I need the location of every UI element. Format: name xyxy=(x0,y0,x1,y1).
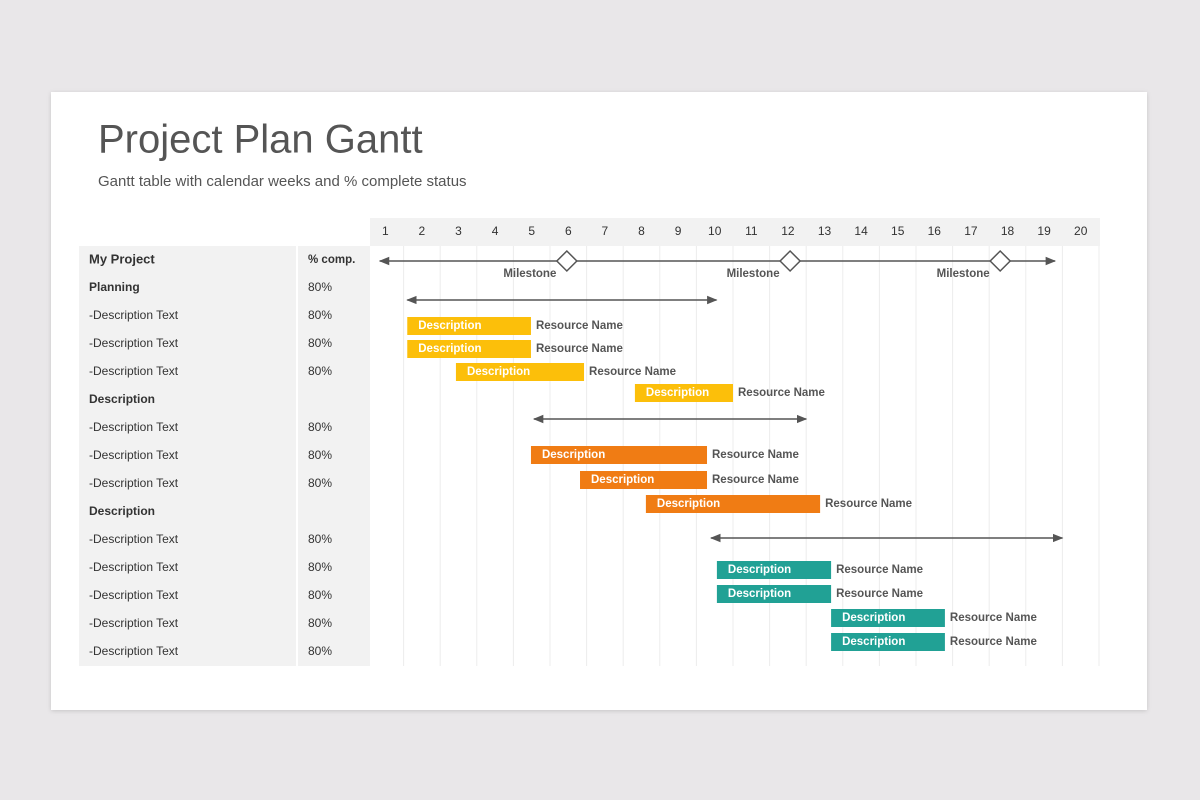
task-label: -Description Text xyxy=(89,560,179,574)
subtitle: Gantt table with calendar weeks and % co… xyxy=(98,173,467,190)
week-label: 8 xyxy=(638,224,645,238)
bar-label: Description xyxy=(842,612,905,624)
week-label: 7 xyxy=(602,224,609,238)
resource-label: Resource Name xyxy=(738,387,825,399)
bar-label: Description xyxy=(418,343,481,355)
week-label: 6 xyxy=(565,224,572,238)
pct-column xyxy=(298,246,370,666)
bar-label: Description xyxy=(591,474,654,486)
resource-label: Resource Name xyxy=(950,612,1037,624)
resource-label: Resource Name xyxy=(712,449,799,461)
milestone-diamond xyxy=(779,249,802,273)
week-label: 13 xyxy=(818,224,832,238)
task-label: -Description Text xyxy=(89,476,179,490)
week-label: 3 xyxy=(455,224,462,238)
pct-label: 80% xyxy=(308,588,332,602)
bar-label: Description xyxy=(657,498,720,510)
task-label: -Description Text xyxy=(89,448,179,462)
week-header xyxy=(370,218,1100,246)
week-label: 4 xyxy=(492,224,499,238)
pct-label: 80% xyxy=(308,476,332,490)
pct-label: 80% xyxy=(308,532,332,546)
task-bar xyxy=(530,446,708,464)
task-bar xyxy=(645,495,821,513)
week-label: 17 xyxy=(964,224,978,238)
task-bar xyxy=(716,561,832,579)
bar-label: Description xyxy=(646,387,709,399)
task-label: -Description Text xyxy=(89,420,179,434)
pct-label: 80% xyxy=(308,280,332,294)
column-header: % comp. xyxy=(308,254,355,266)
milestone-diamond xyxy=(989,249,1012,273)
group-label: Description xyxy=(89,504,155,518)
bar-label: Description xyxy=(728,564,791,576)
task-label: -Description Text xyxy=(89,308,179,322)
resource-label: Resource Name xyxy=(836,588,923,600)
week-label: 12 xyxy=(781,224,795,238)
resource-label: Resource Name xyxy=(536,343,623,355)
task-label: -Description Text xyxy=(89,336,179,350)
resource-label: Resource Name xyxy=(712,474,799,486)
pct-label: 80% xyxy=(308,308,332,322)
resource-label: Resource Name xyxy=(589,366,676,378)
week-label: 5 xyxy=(528,224,535,238)
task-label: -Description Text xyxy=(89,532,179,546)
task-bar xyxy=(580,471,708,489)
milestone-label: Milestone xyxy=(937,268,990,280)
pct-label: 80% xyxy=(308,420,332,434)
resource-label: Resource Name xyxy=(836,564,923,576)
bar-label: Description xyxy=(418,320,481,332)
milestone-label: Milestone xyxy=(503,268,556,280)
pct-label: 80% xyxy=(308,644,332,658)
bar-label: Description xyxy=(542,449,605,461)
task-bar xyxy=(831,633,945,651)
pct-label: 80% xyxy=(308,364,332,378)
week-label: 15 xyxy=(891,224,905,238)
pct-label: 80% xyxy=(308,336,332,350)
resource-label: Resource Name xyxy=(825,498,912,510)
pct-label: 80% xyxy=(308,448,332,462)
milestone-label: Milestone xyxy=(727,268,780,280)
task-column xyxy=(79,246,296,666)
week-label: 2 xyxy=(419,224,426,238)
task-bar xyxy=(716,585,832,603)
group-label: Description xyxy=(89,392,155,406)
task-label: -Description Text xyxy=(89,588,179,602)
task-bar xyxy=(407,340,531,358)
week-label: 9 xyxy=(675,224,682,238)
week-label: 14 xyxy=(854,224,868,238)
pct-label: 80% xyxy=(308,616,332,630)
milestone-diamond xyxy=(555,249,578,273)
bar-label: Description xyxy=(467,366,530,378)
title: Project Plan Gantt xyxy=(98,118,423,162)
column-header: My Project xyxy=(89,251,155,266)
resource-label: Resource Name xyxy=(950,636,1037,648)
task-label: -Description Text xyxy=(89,364,179,378)
week-label: 11 xyxy=(745,224,758,238)
task-bar xyxy=(831,609,945,627)
week-label: 10 xyxy=(708,224,722,238)
group-label: Planning xyxy=(89,280,140,294)
task-bar xyxy=(634,384,733,402)
bar-label: Description xyxy=(842,636,905,648)
task-bar xyxy=(455,363,585,381)
pct-label: 80% xyxy=(308,560,332,574)
task-label: -Description Text xyxy=(89,644,179,658)
week-label: 16 xyxy=(928,224,942,238)
week-label: 19 xyxy=(1037,224,1051,238)
week-label: 20 xyxy=(1074,224,1088,238)
bar-label: Description xyxy=(728,588,791,600)
resource-label: Resource Name xyxy=(536,320,623,332)
task-label: -Description Text xyxy=(89,616,179,630)
task-bar xyxy=(407,317,531,335)
week-label: 1 xyxy=(382,224,389,238)
week-label: 18 xyxy=(1001,224,1015,238)
